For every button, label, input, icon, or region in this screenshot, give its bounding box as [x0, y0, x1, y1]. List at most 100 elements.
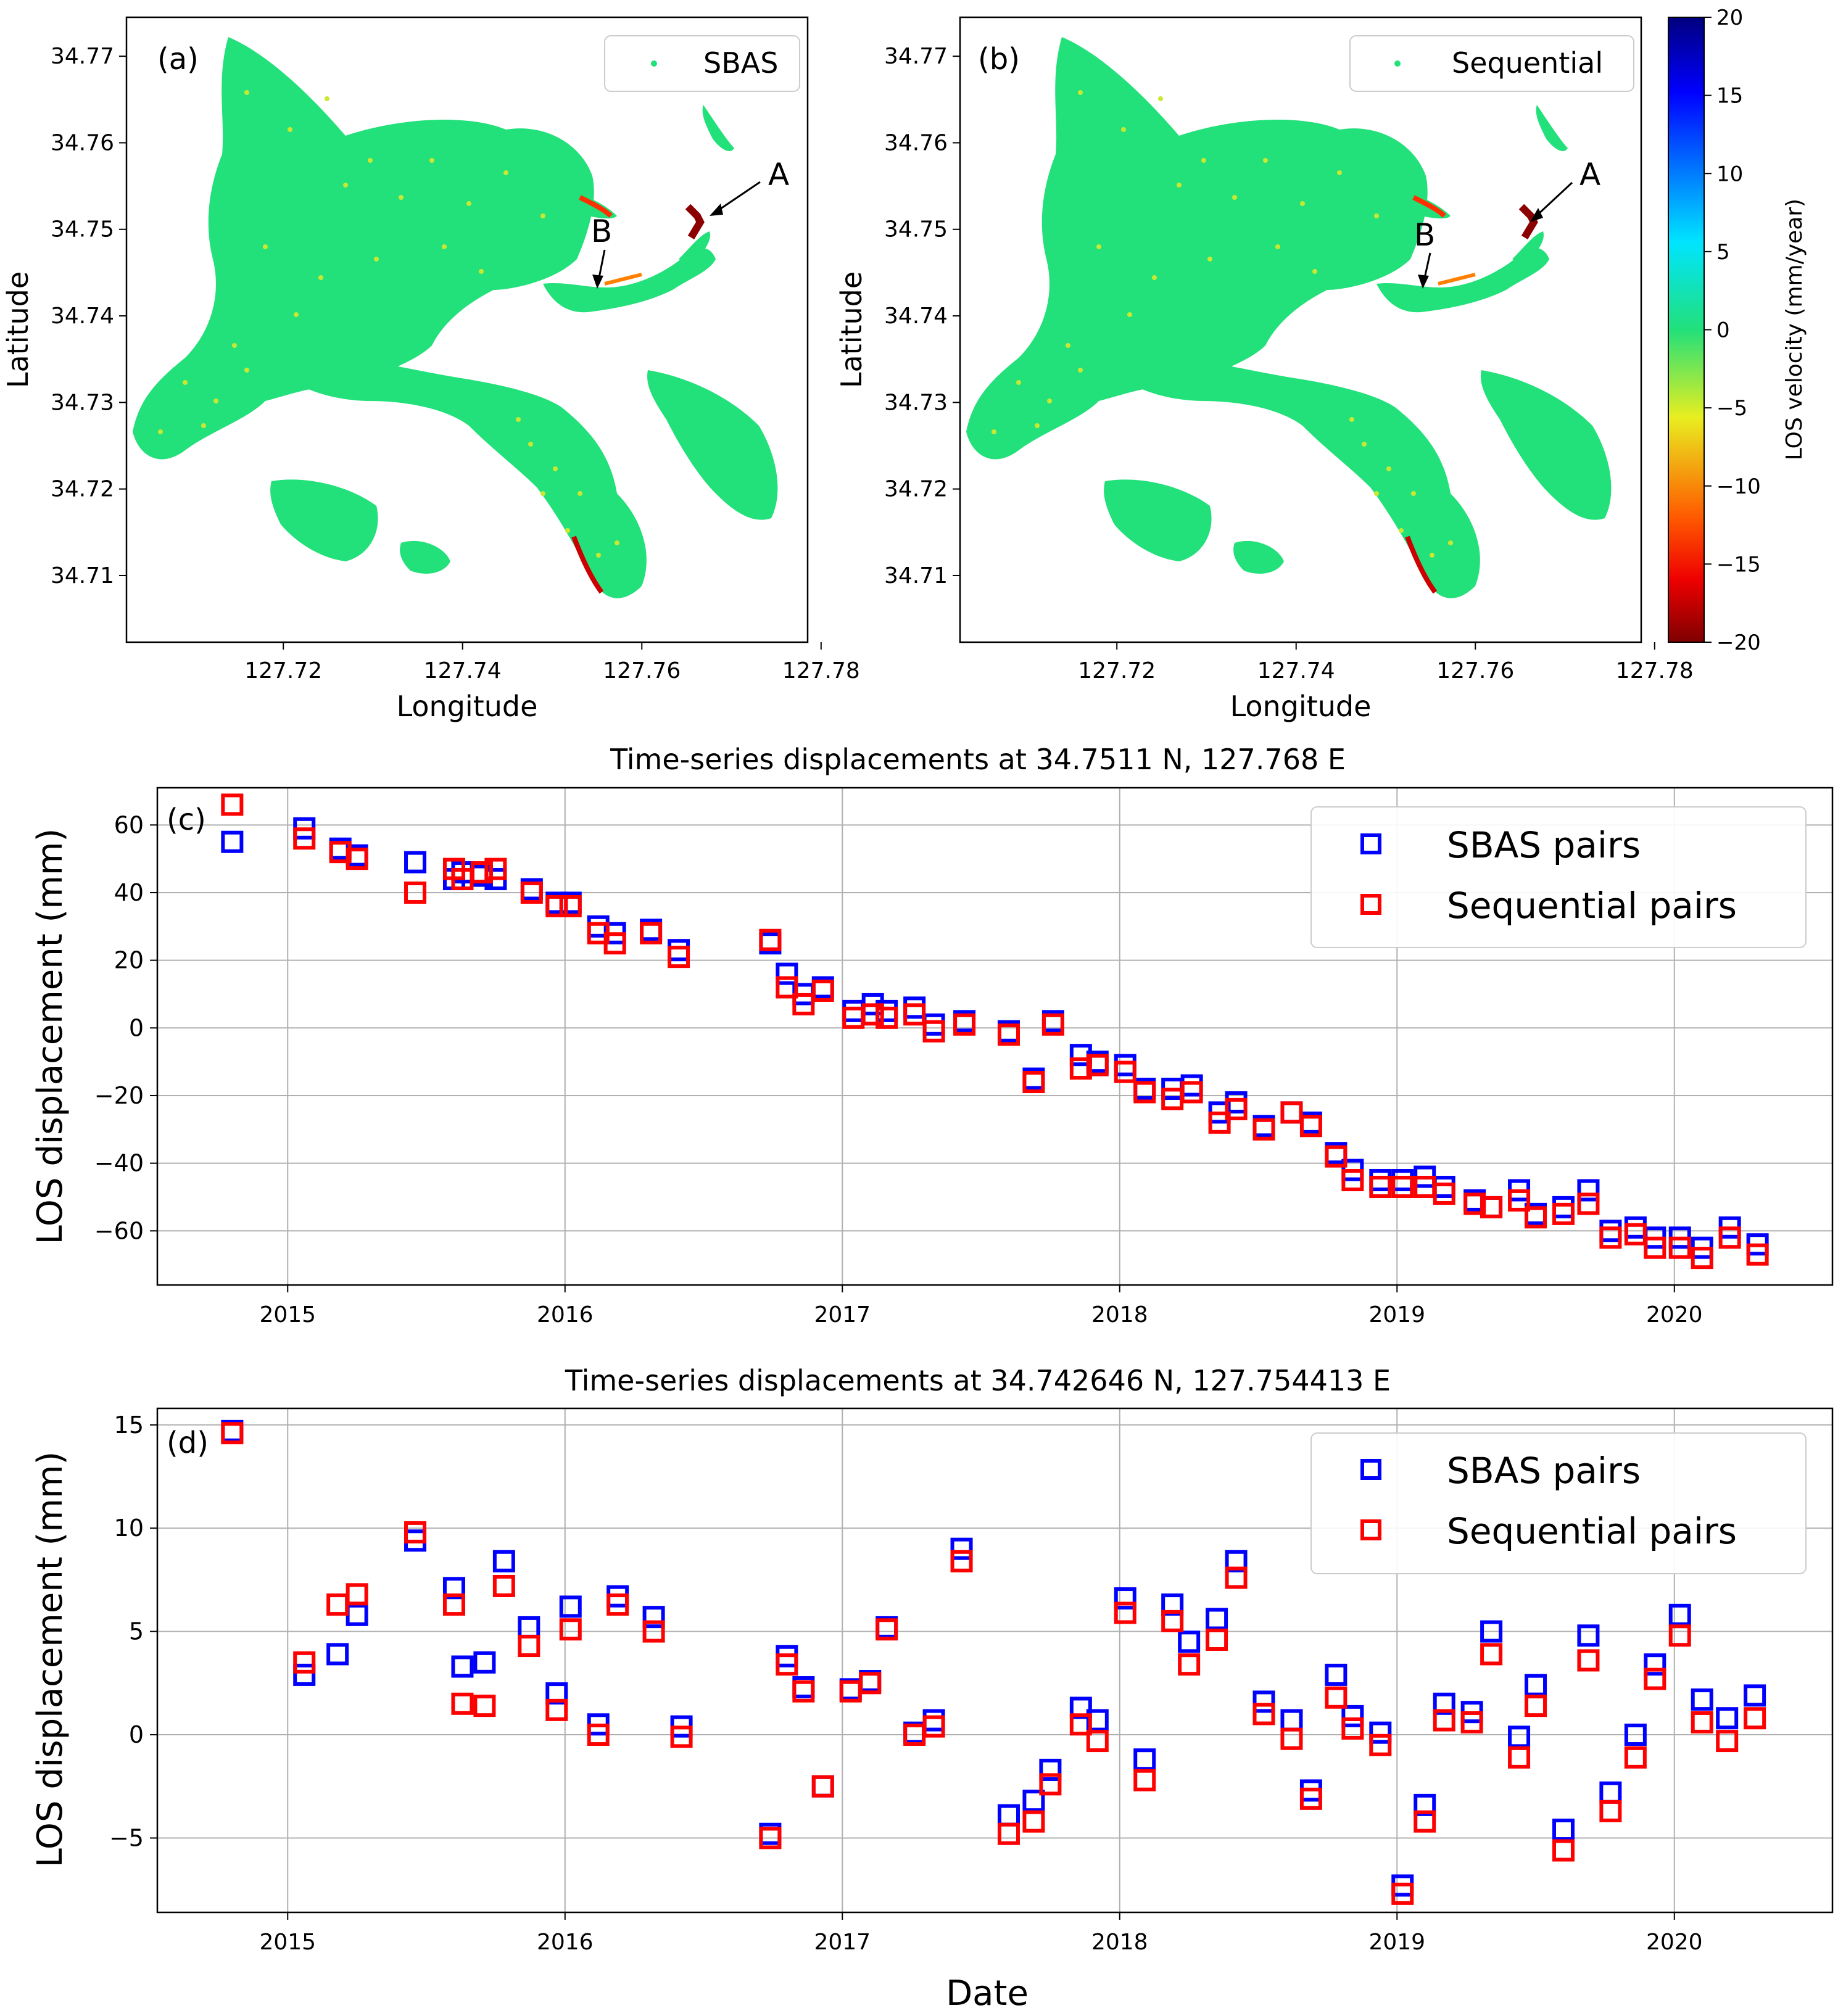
panel-b-frame	[959, 16, 1642, 643]
sbas-point	[1668, 1603, 1691, 1626]
y-tick-label: 0	[129, 1721, 144, 1748]
sbas-point	[404, 851, 427, 874]
sequential-point	[587, 1724, 610, 1746]
sequential-point	[1414, 1810, 1436, 1833]
sequential-point	[545, 894, 568, 917]
sbas-point	[545, 1682, 568, 1705]
sequential-point	[1039, 1773, 1062, 1796]
sequential-point	[1718, 1226, 1741, 1249]
sequential-point	[404, 1521, 427, 1543]
sequential-point	[1508, 1189, 1531, 1212]
panel-b-legend-label: Sequential	[1452, 46, 1603, 80]
sequential-point	[1180, 1081, 1203, 1104]
x-tick-label: 127.74	[1257, 658, 1335, 684]
sequential-point	[792, 993, 815, 1015]
sequential-point	[545, 1698, 568, 1721]
sequential-point	[776, 976, 798, 999]
colorbar-gradient	[1668, 17, 1705, 643]
colorbar-tick-label: 20	[1716, 6, 1743, 30]
x-tick-label: 127.76	[603, 658, 681, 684]
panel-c-legend-seq-label: Sequential pairs	[1447, 885, 1737, 927]
sequential-point	[1716, 1730, 1739, 1753]
panel-a-legend	[604, 35, 800, 92]
y-tick-label: 34.73	[51, 390, 114, 415]
sbas-point	[1691, 1688, 1713, 1711]
panel-c-legend-sbas-label: SBAS pairs	[1447, 824, 1641, 866]
sequential-point	[1577, 1192, 1600, 1215]
panel-a-arrowhead-a	[710, 204, 723, 216]
panel-b-legend-marker	[1394, 60, 1401, 67]
y-tick-label: 34.76	[884, 130, 948, 155]
x-tick-label: 2017	[814, 1930, 871, 1955]
deformation-streak	[1405, 535, 1438, 594]
sequential-point	[861, 1003, 884, 1026]
sbas-point	[559, 1595, 582, 1618]
sequential-point	[1252, 1703, 1275, 1725]
x-tick-label: 2015	[259, 1930, 316, 1955]
y-tick-label: 34.77	[51, 44, 114, 69]
x-axis-label: Longitude	[1230, 690, 1372, 723]
sequential-point	[346, 1583, 368, 1606]
sequential-point	[1525, 1206, 1547, 1229]
x-tick-label: 127.76	[1436, 658, 1514, 684]
colorbar-tick-label: 5	[1716, 240, 1730, 265]
sequential-point	[293, 827, 316, 850]
sequential-point	[922, 1715, 945, 1738]
sequential-point	[1208, 1111, 1231, 1134]
sbas-point	[473, 1651, 496, 1674]
panel-c-legend-sbas-marker	[1360, 833, 1381, 854]
deformation-streak	[1412, 195, 1446, 218]
sequential-point	[1114, 1060, 1136, 1083]
sequential-point	[1341, 1169, 1364, 1192]
panel-d-xlabel: Date	[946, 1973, 1029, 2014]
sequential-point	[1133, 1081, 1156, 1104]
panel-c-chart: Time-series displacements at 34.7511 N, …	[30, 743, 1834, 1328]
colorbar-tick-label: −5	[1716, 396, 1747, 421]
panel-d-legend-sbas-marker	[1360, 1459, 1381, 1480]
sequential-point	[1325, 1686, 1347, 1709]
sequential-point	[1225, 1566, 1248, 1589]
sequential-point	[953, 1013, 976, 1036]
x-tick-label: 2019	[1368, 1302, 1425, 1328]
sequential-point	[1086, 1730, 1109, 1753]
sequential-point	[520, 881, 543, 904]
panel-c-ylabel: LOS displacement (mm)	[30, 828, 70, 1245]
deformation-streak	[571, 535, 604, 594]
sequential-point	[559, 1618, 582, 1641]
sbas-point	[1433, 1692, 1455, 1715]
sequential-point	[221, 793, 244, 816]
panel-b-legend	[1349, 35, 1634, 92]
sequential-point	[442, 1593, 465, 1616]
sequential-point	[1133, 1769, 1156, 1791]
sequential-point	[1525, 1695, 1547, 1717]
sbas-point	[1225, 1550, 1248, 1572]
sequential-point	[1599, 1799, 1622, 1822]
sequential-point	[1178, 1653, 1201, 1676]
colorbar-tick-label: 0	[1716, 318, 1730, 343]
panel-a-annotation-b: B	[591, 213, 612, 249]
sequential-point	[293, 1651, 316, 1674]
sequential-point	[1225, 1097, 1248, 1120]
sbas-point	[1525, 1674, 1547, 1696]
sbas-point	[1369, 1721, 1392, 1744]
panel-a-map: (a) SBAS A B 127.72 127.74 127.76 127.78 34.…	[1, 16, 860, 723]
panel-a-annotation-a: A	[768, 157, 789, 192]
panel-d-legend	[1310, 1432, 1807, 1574]
sequential-point	[1280, 1727, 1303, 1750]
sequential-point	[329, 841, 352, 864]
sbas-point	[1133, 1748, 1156, 1771]
panel-a-legend-marker	[651, 60, 657, 67]
sequential-point	[997, 1822, 1020, 1845]
y-tick-label: 60	[114, 811, 144, 838]
panel-b-arrowhead-b	[1418, 275, 1429, 289]
sequential-point	[1206, 1629, 1228, 1651]
x-tick-label: 2017	[814, 1302, 871, 1328]
sequential-point	[1644, 1667, 1666, 1690]
panel-d-ylabel: LOS displacement (mm)	[30, 1452, 70, 1868]
sbas-point	[1161, 1593, 1184, 1616]
sequential-point	[1480, 1643, 1503, 1666]
y-tick-label: 34.74	[884, 304, 948, 329]
sequential-point	[1161, 1609, 1184, 1632]
x-tick-label: 127.74	[424, 658, 502, 684]
panel-b-annotation-b: B	[1414, 217, 1435, 253]
